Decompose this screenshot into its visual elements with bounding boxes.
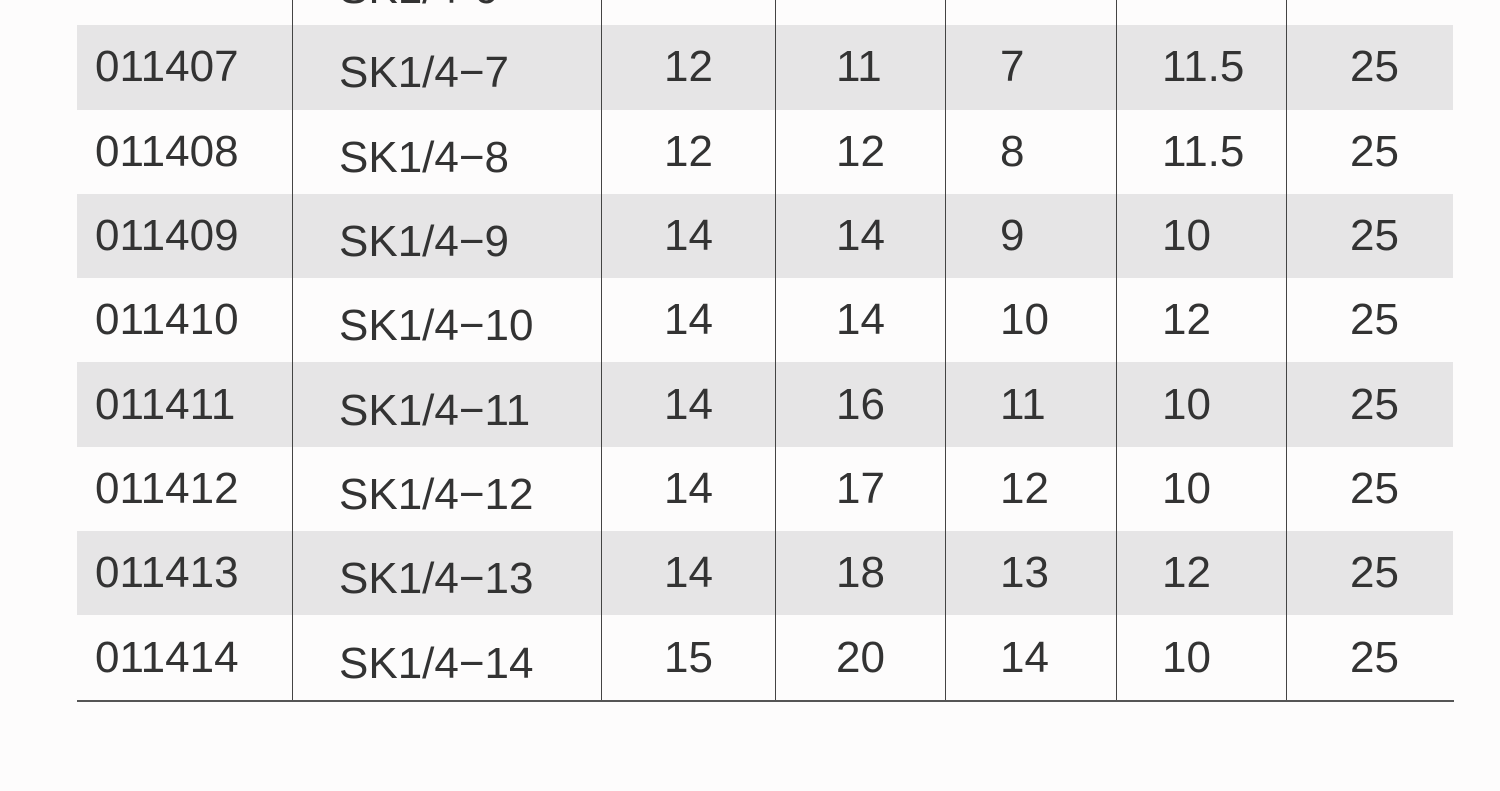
table-cell-v2: 17 (776, 446, 946, 532)
table-cell-v1: 14 (602, 278, 776, 363)
table-cell-model: SK1/4−10 (293, 278, 602, 363)
table-cell-code: 011411 (77, 362, 293, 447)
table-cell-code: 011409 (77, 193, 293, 279)
table-cell-v4: 10 (1117, 193, 1287, 279)
table-row: 011406SK1/4-6 (77, 0, 1453, 26)
table-cell-model: SK1/4-6 (293, 0, 602, 26)
table-cell-code: 011410 (77, 278, 293, 363)
table-cell-v4: 12 (1117, 531, 1287, 616)
table-cell-v1: 12 (602, 25, 776, 110)
table-cell-v1: 14 (602, 193, 776, 279)
table-cell-v3 (946, 0, 1117, 26)
table-cell-model: SK1/4−12 (293, 446, 602, 532)
table-cell-v1: 12 (602, 109, 776, 194)
table-row: 011409 SK1/4−9 14 14 9 10 25 (77, 193, 1453, 279)
table-cell-model: SK1/4−11 (293, 362, 602, 447)
table-cell-v2: 20 (776, 615, 946, 700)
table-cell-v5: 25 (1350, 211, 1399, 261)
table-cell-v2: 14 (776, 278, 946, 363)
table-cell-model: SK1/4−8 (293, 109, 602, 194)
table-cell-model: SK1/4−13 (293, 531, 602, 616)
table-cell-v5: 25 (1350, 548, 1399, 598)
table-cell-v4: 12 (1117, 278, 1287, 363)
table-cell-v3: 12 (946, 446, 1117, 532)
table-cell-v2: 16 (776, 362, 946, 447)
table-cell-v4: 10 (1117, 446, 1287, 532)
table-cell-v3: 10 (946, 278, 1117, 363)
table-cell-v4: 10 (1117, 362, 1287, 447)
table-cell-v2: 12 (776, 109, 946, 194)
table-cell-code: 011408 (77, 109, 293, 194)
table-cell-v3: 7 (946, 25, 1117, 110)
table-cell-model: SK1/4−14 (293, 615, 602, 700)
table-bottom-rule (77, 700, 1454, 702)
table-cell-v5 (1287, 0, 1453, 25)
table-cell-v1: 14 (602, 531, 776, 616)
table-cell-code: 011414 (77, 615, 293, 700)
table-row: 011410 SK1/4−10 14 14 10 12 25 (77, 278, 1453, 363)
table-cell-v3: 9 (946, 193, 1117, 279)
table-cell-v2: 18 (776, 531, 946, 616)
table-cell-v4: 11.5 (1117, 25, 1287, 110)
table-cell-v5: 25 (1350, 632, 1399, 682)
table-cell-v5: 25 (1350, 295, 1399, 345)
table-cell-v3: 11 (946, 362, 1117, 447)
table-cell-v5: 25 (1350, 379, 1399, 429)
table-cell-v5: 25 (1350, 126, 1399, 176)
table-cell-v2 (776, 0, 946, 26)
table-cell-v3: 13 (946, 531, 1117, 616)
table-cell-v1: 14 (602, 362, 776, 447)
table-cell-v1: 14 (602, 446, 776, 532)
spec-table: 011406SK1/4-6011407SK1/4−71211711.525011… (77, 0, 1453, 700)
table-row: 011412 SK1/4−12 14 17 12 10 25 (77, 446, 1453, 532)
table-cell-v4 (1117, 0, 1287, 26)
table-row: 011411 SK1/4−11 14 16 11 10 25 (77, 362, 1453, 447)
table-cell-model: SK1/4−9 (293, 193, 602, 279)
table-cell-v2: 14 (776, 193, 946, 279)
table-cell-v5: 25 (1350, 463, 1399, 513)
table-cell-code: 011406 (77, 0, 293, 26)
table-cell-v3: 14 (946, 615, 1117, 700)
table-cell-model: SK1/4−7 (293, 25, 602, 110)
table-row: 011413 SK1/4−13 14 18 13 12 25 (77, 531, 1453, 616)
table-cell-v4: 10 (1117, 615, 1287, 700)
table-cell-v2: 11 (776, 25, 946, 110)
table-cell-code: 011412 (77, 446, 293, 532)
table-row: 011407 SK1/4−7 12 11 7 11.5 25 (77, 25, 1453, 110)
table-cell-v4: 11.5 (1117, 109, 1287, 194)
table-cell-v3: 8 (946, 109, 1117, 194)
table-cell-v1 (602, 0, 776, 26)
table-cell-v1: 15 (602, 615, 776, 700)
table-cell-v5: 25 (1350, 42, 1399, 92)
table-row: 011408 SK1/4−8 12 12 8 11.5 25 (77, 109, 1453, 194)
table-cell-code: 011407 (77, 25, 293, 110)
table-row: 011414 SK1/4−14 15 20 14 10 25 (77, 615, 1453, 700)
table-cell-code: 011413 (77, 531, 293, 616)
